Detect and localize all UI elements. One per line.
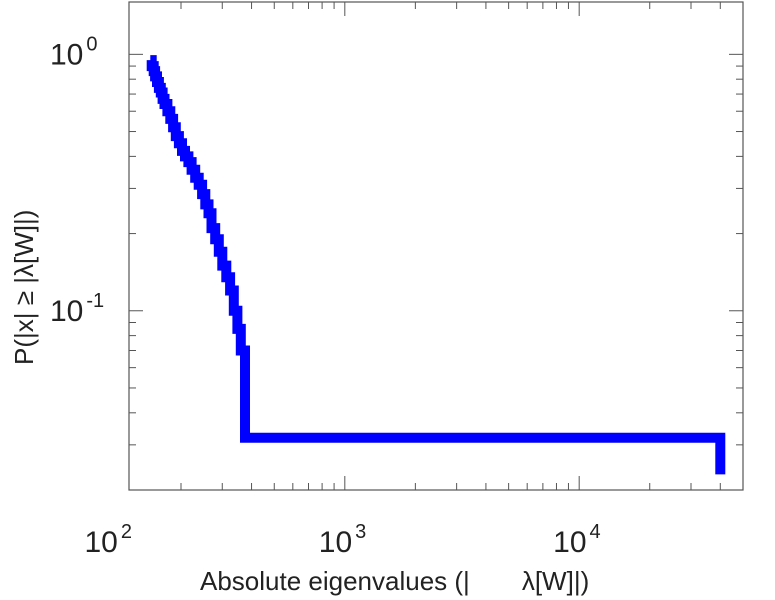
x-tick-label: 10 4	[553, 521, 601, 559]
x-tick-exp: 3	[355, 521, 366, 543]
x-tick-labels: 10 2 10 3 10 4	[84, 521, 600, 559]
x-tick-exp: 4	[590, 521, 601, 543]
y-axis-label: P(|x| ≥ |λ[W]|)	[9, 210, 39, 365]
minor-ticks	[129, 2, 744, 491]
x-tick-label: 10 2	[84, 521, 132, 559]
y-tick-label: 10 0	[50, 33, 98, 71]
y-tick-base: 10	[50, 38, 83, 71]
series-line	[146, 55, 726, 475]
x-axis-label-pre: Absolute eigenvalues (|	[200, 566, 470, 596]
y-tick-base: 10	[50, 295, 83, 328]
x-tick-base: 10	[84, 526, 117, 559]
x-tick-exp: 2	[121, 521, 132, 543]
x-axis-label-post: λ[W]|)	[522, 566, 589, 596]
major-ticks	[129, 2, 743, 490]
x-tick-label: 10 3	[319, 521, 367, 559]
y-tick-label: 10 -1	[50, 290, 104, 328]
y-tick-exp: -1	[86, 290, 104, 312]
y-tick-exp: 0	[86, 33, 97, 55]
x-tick-base: 10	[553, 526, 586, 559]
x-tick-base: 10	[319, 526, 352, 559]
x-axis-label: Absolute eigenvalues (| λ[W]|)	[200, 566, 589, 596]
plot-frame	[128, 1, 744, 491]
